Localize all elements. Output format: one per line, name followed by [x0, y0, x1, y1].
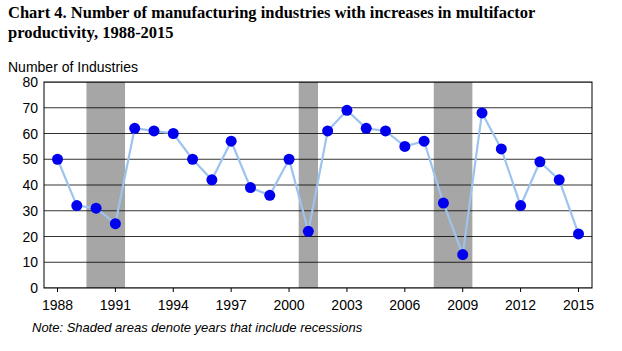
marker	[438, 198, 449, 209]
marker	[168, 128, 179, 139]
x-tick	[404, 288, 405, 292]
x-tick	[346, 288, 347, 292]
marker	[206, 174, 217, 185]
marker	[110, 218, 121, 229]
marker	[477, 107, 488, 118]
x-tick-label: 1997	[216, 297, 247, 313]
x-tick	[520, 288, 521, 292]
marker	[515, 200, 526, 211]
marker	[71, 200, 82, 211]
x-tick-label: 1991	[100, 297, 131, 313]
y-tick-label: 20	[22, 229, 38, 245]
y-tick-label: 70	[22, 100, 38, 116]
y-tick-label: 10	[22, 254, 38, 270]
plot-frame	[44, 82, 592, 288]
marker	[322, 125, 333, 136]
marker	[187, 154, 198, 165]
title: Chart 4. Number of manufacturing industr…	[8, 3, 614, 43]
x-tick-label: 2000	[273, 297, 304, 313]
y-tick-label: 0	[30, 280, 38, 296]
y-axis-label: Number of Industries	[8, 59, 138, 75]
x-tick-label: 2015	[563, 297, 594, 313]
x-tick	[578, 288, 579, 292]
marker	[303, 226, 314, 237]
x-tick-label: 2003	[331, 297, 362, 313]
y-tick-label: 80	[22, 74, 38, 90]
marker	[226, 136, 237, 147]
chart: 0 10 20 30 40 50 60 70 80 1988 1991 1994 1997 2000 200…	[0, 0, 622, 351]
x-tick	[462, 288, 463, 292]
grid-line	[44, 107, 592, 108]
marker	[245, 182, 256, 193]
series-line	[58, 110, 579, 254]
grid-line	[44, 236, 592, 237]
marker	[148, 125, 159, 136]
x-tick	[173, 288, 174, 292]
marker	[573, 228, 584, 239]
y-tick-label: 30	[22, 203, 38, 219]
y-tick-label: 50	[22, 151, 38, 167]
marker	[457, 249, 468, 260]
plot-area	[44, 82, 592, 288]
marker	[341, 105, 352, 116]
x-tick-label: 1988	[42, 297, 73, 313]
grid-line	[44, 159, 592, 160]
x-tick-label: 1994	[158, 297, 189, 313]
y-tick-label: 60	[22, 126, 38, 142]
x-tick	[231, 288, 232, 292]
x-tick-label: 2006	[389, 297, 420, 313]
x-tick	[115, 288, 116, 292]
marker	[91, 203, 102, 214]
marker	[264, 190, 275, 201]
grid-line	[44, 133, 592, 134]
marker	[361, 123, 372, 134]
marker	[496, 143, 507, 154]
marker	[534, 156, 545, 167]
marker	[419, 136, 430, 147]
marker	[52, 154, 63, 165]
x-tick-label: 2012	[505, 297, 536, 313]
marker	[129, 123, 140, 134]
grid-line	[44, 262, 592, 263]
x-tick	[289, 288, 290, 292]
x-tick	[57, 288, 58, 292]
x-tick-label: 2009	[447, 297, 478, 313]
marker	[284, 154, 295, 165]
marker	[554, 174, 565, 185]
marker	[380, 125, 391, 136]
y-tick-label: 40	[22, 177, 38, 193]
grid-line	[44, 210, 592, 211]
note: Note: Shaded areas denote years that inc…	[32, 320, 363, 335]
marker	[399, 141, 410, 152]
